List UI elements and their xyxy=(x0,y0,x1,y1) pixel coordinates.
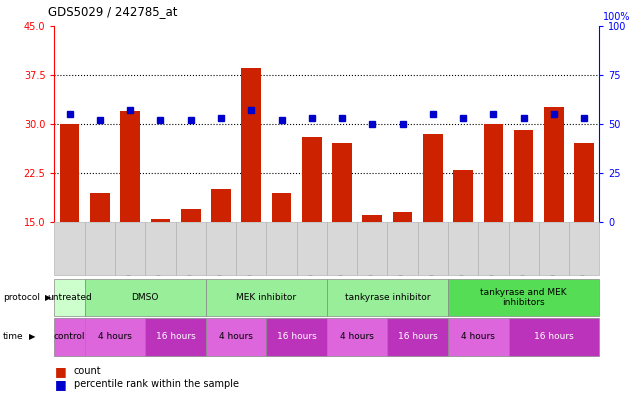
Text: ▶: ▶ xyxy=(29,332,35,342)
Text: GDS5029 / 242785_at: GDS5029 / 242785_at xyxy=(48,5,178,18)
Text: ■: ■ xyxy=(54,365,66,378)
Text: tankyrase inhibitor: tankyrase inhibitor xyxy=(345,293,430,302)
Text: MEK inhibitor: MEK inhibitor xyxy=(237,293,296,302)
Text: 4 hours: 4 hours xyxy=(219,332,253,342)
Bar xyxy=(242,68,261,222)
Bar xyxy=(60,124,79,222)
Bar xyxy=(544,107,564,222)
Text: ▶: ▶ xyxy=(45,293,51,302)
Bar xyxy=(362,215,382,222)
Text: 100%: 100% xyxy=(603,12,630,22)
Bar xyxy=(211,189,231,222)
Bar xyxy=(393,212,412,222)
Text: ■: ■ xyxy=(54,378,66,391)
Text: 4 hours: 4 hours xyxy=(98,332,132,342)
Bar xyxy=(272,193,292,222)
Text: 16 hours: 16 hours xyxy=(534,332,574,342)
Bar xyxy=(483,124,503,222)
Bar xyxy=(151,219,171,222)
Text: DMSO: DMSO xyxy=(131,293,159,302)
Text: tankyrase and MEK
inhibitors: tankyrase and MEK inhibitors xyxy=(480,288,567,307)
Text: 4 hours: 4 hours xyxy=(462,332,495,342)
Bar xyxy=(423,134,443,222)
Text: percentile rank within the sample: percentile rank within the sample xyxy=(74,379,238,389)
Bar xyxy=(574,143,594,222)
Bar xyxy=(181,209,201,222)
Text: protocol: protocol xyxy=(3,293,40,302)
Text: time: time xyxy=(3,332,24,342)
Text: 4 hours: 4 hours xyxy=(340,332,374,342)
Bar xyxy=(121,111,140,222)
Text: control: control xyxy=(54,332,85,342)
Bar xyxy=(453,170,473,222)
Text: count: count xyxy=(74,366,101,376)
Text: 16 hours: 16 hours xyxy=(156,332,196,342)
Text: 16 hours: 16 hours xyxy=(398,332,438,342)
Bar xyxy=(302,137,322,222)
Text: untreated: untreated xyxy=(47,293,92,302)
Bar xyxy=(90,193,110,222)
Text: 16 hours: 16 hours xyxy=(277,332,317,342)
Bar xyxy=(514,130,533,222)
Bar xyxy=(332,143,352,222)
